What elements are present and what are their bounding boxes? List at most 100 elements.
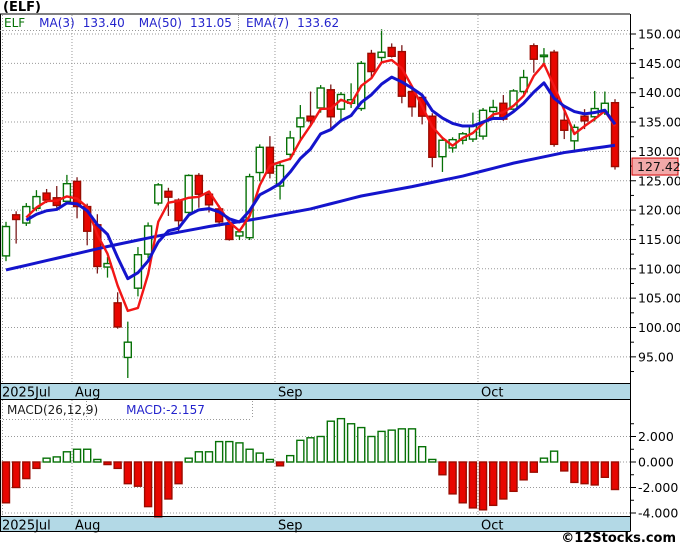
candle bbox=[407, 90, 417, 108]
macd-bar bbox=[397, 428, 407, 463]
macd-bar bbox=[82, 448, 92, 463]
macd-bar bbox=[316, 435, 325, 463]
macd-bar bbox=[164, 461, 173, 500]
month-label: Oct bbox=[481, 519, 503, 534]
candle bbox=[1, 225, 11, 257]
macd-bar bbox=[143, 461, 153, 508]
svg-text:130.00: 130.00 bbox=[638, 144, 680, 159]
macd-bar bbox=[103, 461, 112, 466]
candle bbox=[225, 222, 234, 241]
candle bbox=[539, 54, 549, 58]
macd-bar bbox=[113, 461, 122, 470]
macd-bar bbox=[42, 457, 51, 463]
macd-bar bbox=[478, 461, 488, 511]
candle bbox=[610, 101, 620, 168]
macd-bar bbox=[184, 457, 193, 463]
macd-bar bbox=[1, 461, 11, 504]
month-label: Sep bbox=[278, 386, 303, 401]
ma50-line bbox=[5, 143, 616, 272]
svg-text:95.00: 95.00 bbox=[638, 349, 674, 364]
macd-bar bbox=[214, 440, 224, 463]
macd-bar bbox=[174, 461, 183, 485]
macd-bar bbox=[549, 450, 559, 463]
macd-bar bbox=[326, 420, 335, 463]
macd-bar bbox=[133, 461, 143, 487]
macd-bar bbox=[590, 461, 599, 486]
macd-bar bbox=[336, 417, 346, 463]
macd-bar bbox=[255, 452, 264, 463]
legend-symbol: ELF bbox=[4, 16, 26, 30]
last-price-text: 127.42 bbox=[637, 159, 680, 174]
macd-bar bbox=[265, 458, 275, 463]
candle bbox=[428, 115, 437, 158]
macd-bar bbox=[52, 456, 61, 463]
macd-bar bbox=[600, 461, 610, 479]
macd-value-label: MACD:-2.157 bbox=[126, 403, 205, 417]
ma3-value: 133.40 bbox=[82, 16, 125, 30]
macd-bar bbox=[306, 437, 315, 463]
macd-bar bbox=[204, 451, 214, 463]
candle bbox=[265, 146, 275, 174]
watermark-link[interactable]: ©12Stocks.com bbox=[561, 531, 676, 546]
macd-bar bbox=[580, 461, 589, 485]
macd-bar bbox=[489, 461, 498, 507]
indicator-legend: ELF MA(3) 133.40 MA(50) 131.05 EMA(7) 13… bbox=[4, 16, 339, 30]
page-title: (ELF) bbox=[3, 0, 41, 15]
month-label: 2025Jul bbox=[2, 386, 51, 401]
macd-bar bbox=[539, 457, 549, 463]
candle bbox=[204, 193, 214, 206]
macd-bar bbox=[438, 461, 447, 476]
candle bbox=[519, 76, 528, 93]
macd-bar bbox=[448, 461, 457, 495]
candle bbox=[194, 174, 204, 195]
macd-bar bbox=[468, 461, 478, 509]
svg-text:105.00: 105.00 bbox=[638, 291, 680, 306]
macd-bar bbox=[62, 451, 72, 463]
macd-bar bbox=[154, 461, 163, 518]
ema7-label: EMA(7) bbox=[245, 16, 290, 30]
macd-bar bbox=[346, 423, 356, 463]
candle bbox=[275, 164, 285, 187]
legend-item-ma50: MA(50) 131.05 bbox=[139, 16, 232, 30]
macd-bar bbox=[275, 461, 285, 467]
macd-bar bbox=[296, 439, 305, 463]
svg-text:125.00: 125.00 bbox=[638, 173, 680, 188]
ma50-value: 131.05 bbox=[189, 16, 232, 30]
candle bbox=[529, 45, 538, 60]
ema7-line bbox=[25, 75, 617, 281]
svg-text:140.00: 140.00 bbox=[638, 85, 680, 100]
macd-bar bbox=[377, 430, 386, 463]
candle bbox=[286, 137, 295, 156]
candle bbox=[11, 214, 21, 221]
candle bbox=[154, 184, 163, 204]
macd-bar bbox=[123, 461, 133, 485]
legend-cell-divider bbox=[238, 15, 239, 30]
candle bbox=[235, 231, 244, 237]
candle bbox=[296, 117, 305, 128]
svg-text:135.00: 135.00 bbox=[638, 115, 680, 130]
ema7-value: 133.62 bbox=[297, 16, 340, 30]
svg-text:110.00: 110.00 bbox=[638, 261, 680, 276]
month-label: Aug bbox=[75, 519, 100, 534]
month-label: Oct bbox=[481, 386, 503, 401]
candle bbox=[438, 139, 447, 158]
candle bbox=[377, 51, 386, 59]
ma3-line bbox=[25, 58, 616, 313]
svg-text:-4.000: -4.000 bbox=[638, 506, 678, 521]
macd-bar bbox=[194, 451, 204, 463]
candle bbox=[123, 341, 133, 359]
candle bbox=[42, 192, 51, 201]
candle bbox=[164, 190, 173, 198]
ma3-label: MA(3) bbox=[39, 16, 75, 30]
macd-bar bbox=[560, 461, 569, 472]
macd-bar bbox=[519, 461, 528, 481]
macd-bar bbox=[11, 461, 21, 489]
candle bbox=[174, 199, 183, 222]
macd-legend: MACD(26,12,9) MACD:-2.157 bbox=[7, 403, 205, 417]
svg-text:150.00: 150.00 bbox=[638, 27, 680, 42]
candle bbox=[387, 46, 396, 58]
candle bbox=[326, 89, 335, 118]
month-label: Sep bbox=[278, 519, 303, 534]
